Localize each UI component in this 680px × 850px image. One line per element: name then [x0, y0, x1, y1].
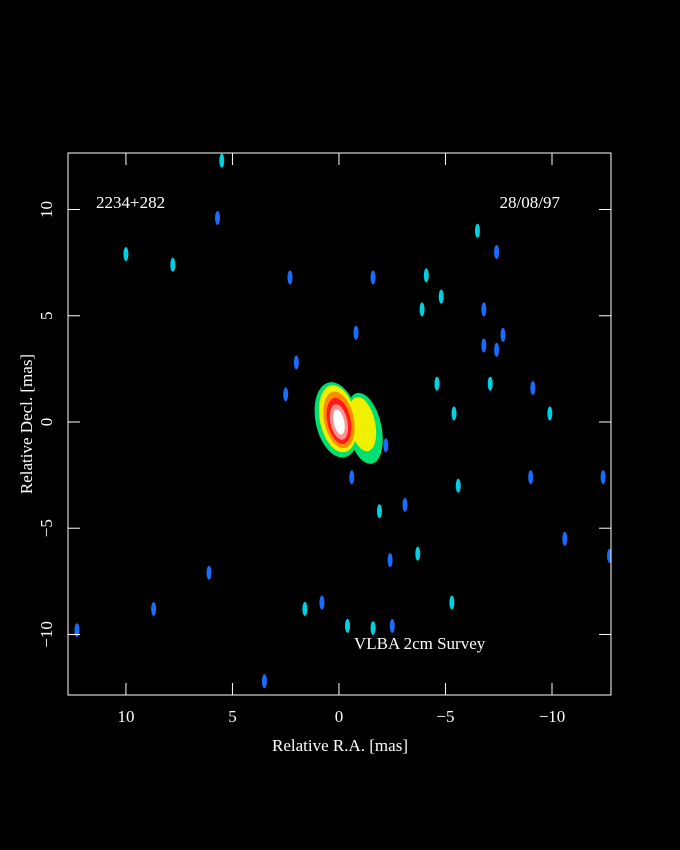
noise-spot — [481, 338, 487, 353]
image-area — [74, 153, 611, 689]
noise-spot — [344, 618, 350, 633]
noise-spot — [438, 289, 444, 304]
x-tick-label: 0 — [335, 707, 344, 726]
noise-spot — [434, 376, 440, 391]
noise-spot — [353, 325, 359, 340]
noise-spot — [600, 470, 606, 485]
noise-spot — [530, 380, 536, 395]
noise-spot — [402, 497, 408, 512]
y-tick-label: 0 — [37, 418, 56, 427]
y-axis-label: Relative Decl. [mas] — [17, 354, 36, 494]
noise-spot — [151, 601, 157, 616]
annotation: VLBA 2cm Survey — [354, 634, 486, 653]
noise-spot — [494, 245, 500, 260]
noise-spot — [74, 623, 80, 638]
noise-spot — [370, 621, 376, 636]
noise-spot — [419, 302, 425, 317]
noise-spot — [170, 257, 176, 272]
source-name: 2234+282 — [96, 193, 165, 212]
source-component — [333, 409, 345, 435]
noise-spot — [451, 406, 457, 421]
noise-spot — [376, 504, 382, 519]
noise-spot — [455, 478, 461, 493]
noise-spot — [383, 438, 389, 453]
noise-spot — [562, 531, 568, 546]
noise-spot — [387, 553, 393, 568]
noise-spot — [449, 595, 455, 610]
y-tick-label: −10 — [37, 621, 56, 648]
noise-spot — [389, 618, 395, 633]
x-tick-label: 10 — [117, 707, 134, 726]
noise-spot — [370, 270, 376, 285]
y-tick-label: 10 — [37, 201, 56, 218]
noise-spot — [206, 565, 212, 580]
x-tick-label: −5 — [436, 707, 454, 726]
x-tick-label: 5 — [228, 707, 237, 726]
y-tick-label: 5 — [37, 311, 56, 320]
date: 28/08/97 — [500, 193, 561, 212]
noise-spot — [283, 387, 289, 402]
noise-spot — [123, 247, 129, 262]
noise-spot — [474, 223, 480, 238]
noise-spot — [487, 376, 493, 391]
noise-spot — [302, 601, 308, 616]
noise-spot — [500, 327, 506, 342]
noise-spot — [215, 211, 221, 226]
noise-spot — [494, 342, 500, 357]
noise-spot — [219, 153, 225, 168]
noise-spot — [349, 470, 355, 485]
noise-spot — [547, 406, 553, 421]
frame — [67, 152, 612, 696]
y-tick-label: −5 — [37, 519, 56, 537]
x-axis-label: Relative R.A. [mas] — [272, 736, 408, 755]
noise-spot — [528, 470, 534, 485]
noise-spot — [287, 270, 293, 285]
noise-spot — [319, 595, 325, 610]
noise-spot — [607, 548, 611, 563]
x-tick-label: −10 — [539, 707, 566, 726]
noise-spot — [423, 268, 429, 283]
noise-spot — [261, 674, 267, 689]
source-component — [348, 396, 377, 452]
noise-spot — [415, 546, 421, 561]
noise-spot — [293, 355, 299, 370]
noise-spot — [481, 302, 487, 317]
